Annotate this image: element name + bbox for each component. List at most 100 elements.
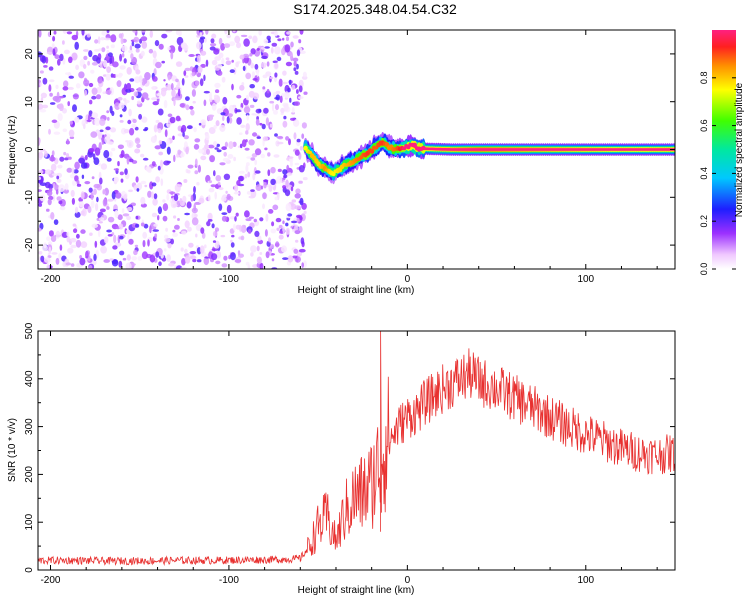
noise-speck xyxy=(294,230,301,235)
noise-speck xyxy=(175,61,183,67)
noise-speck xyxy=(234,184,239,192)
noise-speck xyxy=(124,168,128,176)
noise-speck xyxy=(155,176,161,183)
noise-speck xyxy=(264,147,268,151)
noise-speck xyxy=(177,149,182,155)
noise-speck xyxy=(110,44,115,49)
noise-speck xyxy=(298,165,305,173)
track-cell xyxy=(303,145,308,151)
noise-speck xyxy=(153,223,158,227)
noise-speck xyxy=(158,261,162,267)
noise-speck xyxy=(259,252,263,255)
noise-speck xyxy=(107,216,115,223)
noise-speck xyxy=(282,226,285,235)
noise-speck xyxy=(270,166,276,174)
noise-speck xyxy=(167,46,171,51)
noise-speck xyxy=(282,37,285,41)
noise-speck xyxy=(105,126,111,131)
noise-speck xyxy=(141,92,149,99)
noise-speck xyxy=(103,259,110,263)
noise-speck xyxy=(59,53,64,62)
noise-speck xyxy=(205,59,209,67)
noise-speck xyxy=(294,101,300,106)
noise-speck xyxy=(100,37,106,41)
spectrogram-frame xyxy=(37,29,676,270)
noise-speck xyxy=(189,251,197,255)
noise-speck xyxy=(76,183,82,187)
noise-speck xyxy=(75,83,81,89)
noise-speck xyxy=(123,128,130,134)
noise-speck xyxy=(221,57,225,65)
noise-speck xyxy=(125,140,129,143)
noise-speck xyxy=(274,72,278,78)
y-axis-label-top: Frequency (Hz) xyxy=(7,116,18,185)
noise-speck xyxy=(140,222,145,227)
noise-speck xyxy=(46,208,50,212)
noise-speck xyxy=(38,251,43,255)
noise-speck xyxy=(282,185,287,189)
chart-title: S174.2025.348.04.54.C32 xyxy=(293,1,457,17)
noise-speck xyxy=(200,155,207,161)
noise-speck xyxy=(168,45,176,54)
noise-speck xyxy=(137,255,143,261)
noise-speck xyxy=(52,48,56,56)
noise-speck xyxy=(132,118,137,124)
noise-speck xyxy=(152,229,159,232)
noise-speck xyxy=(136,143,141,149)
noise-speck xyxy=(51,43,55,49)
noise-speck xyxy=(184,220,190,229)
noise-speck xyxy=(104,136,111,144)
noise-speck xyxy=(247,264,251,269)
noise-speck xyxy=(38,227,42,232)
colorbar-tick-label: 0.2 xyxy=(699,215,709,228)
noise-speck xyxy=(263,179,269,183)
noise-speck xyxy=(119,65,126,70)
noise-speck xyxy=(211,223,215,229)
noise-speck xyxy=(131,95,135,101)
noise-speck xyxy=(230,252,236,261)
noise-speck xyxy=(291,220,298,224)
noise-speck xyxy=(233,156,237,162)
noise-speck xyxy=(256,256,262,265)
noise-speck xyxy=(262,203,265,210)
noise-speck xyxy=(143,223,149,229)
noise-speck xyxy=(72,93,79,100)
noise-speck xyxy=(223,43,231,48)
noise-speck xyxy=(274,133,278,137)
noise-speck xyxy=(120,150,125,158)
y-tick-label-top: 10 xyxy=(24,96,35,108)
noise-speck xyxy=(287,213,293,217)
noise-speck xyxy=(243,106,251,114)
noise-speck xyxy=(56,178,62,183)
noise-speck xyxy=(236,117,242,125)
noise-speck xyxy=(94,39,99,44)
noise-speck xyxy=(74,175,79,182)
noise-speck xyxy=(240,34,248,38)
noise-speck xyxy=(40,92,48,99)
noise-speck xyxy=(78,201,84,208)
noise-speck xyxy=(294,162,300,166)
noise-speck xyxy=(218,203,223,211)
noise-speck xyxy=(63,151,67,156)
noise-speck xyxy=(160,159,163,168)
colorbar-tick-label: 0.0 xyxy=(699,263,709,276)
x-tick-label-top: 0 xyxy=(405,274,411,285)
noise-speck xyxy=(175,30,180,36)
noise-speck xyxy=(293,61,297,67)
noise-speck xyxy=(294,70,299,75)
noise-speck xyxy=(249,84,255,89)
noise-speck xyxy=(99,208,106,213)
noise-speck xyxy=(183,179,188,183)
noise-speck xyxy=(38,151,44,159)
noise-speck xyxy=(282,169,288,175)
noise-speck xyxy=(220,43,226,51)
noise-speck xyxy=(62,40,65,45)
noise-speck xyxy=(222,96,228,105)
noise-speck xyxy=(301,133,305,139)
noise-speck xyxy=(151,212,158,218)
noise-speck xyxy=(48,230,54,237)
noise-speck xyxy=(105,90,112,95)
noise-speck xyxy=(285,227,290,235)
noise-speck xyxy=(221,196,227,202)
noise-speck xyxy=(99,217,105,221)
